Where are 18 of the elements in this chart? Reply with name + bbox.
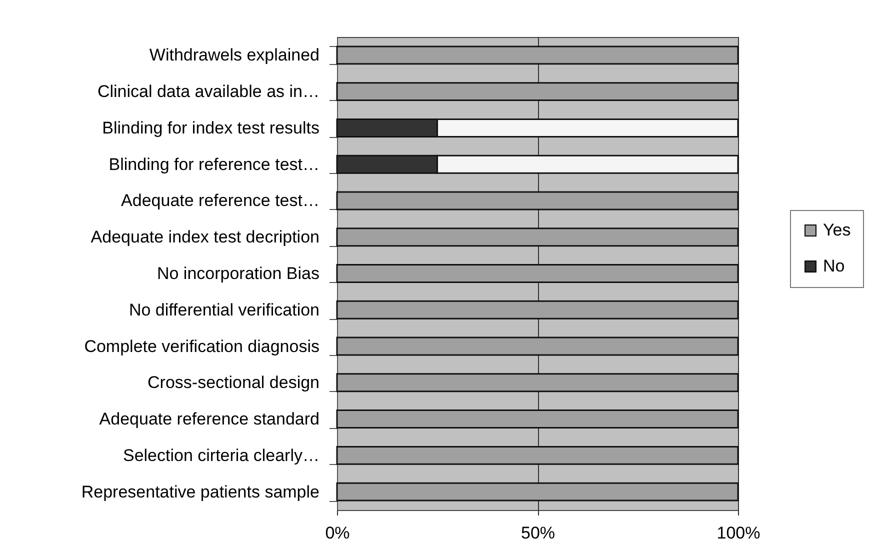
y-tick-label: Selection cirteria clearly…: [122, 446, 320, 465]
y-tick-label: Blinding for reference test…: [108, 154, 320, 174]
y-tick-label: Cross-sectional design: [148, 373, 320, 392]
x-tick-label: 50%: [520, 524, 556, 542]
y-tick-label: Blinding for index test results: [102, 118, 320, 138]
y-tick-label: Complete verification diagnosis: [84, 336, 320, 356]
legend-label: No: [823, 256, 845, 276]
y-tick-label: No incorporation Bias: [156, 264, 320, 283]
legend-label: Yes: [823, 220, 851, 240]
y-tick-label: Clinical data available as in…: [97, 82, 320, 102]
x-tick-label: 100%: [716, 524, 760, 542]
y-tick-label: Adequate index test decription: [90, 228, 320, 247]
y-tick-label: Withdrawels explained: [149, 46, 320, 65]
x-tick-label: 0%: [325, 524, 350, 542]
y-tick-label: No differential verification: [128, 300, 320, 320]
y-tick-label: Adequate reference standard: [99, 410, 320, 429]
y-tick-label: Adequate reference test…: [121, 191, 320, 210]
y-tick-label: Representative patients sample: [81, 482, 320, 502]
